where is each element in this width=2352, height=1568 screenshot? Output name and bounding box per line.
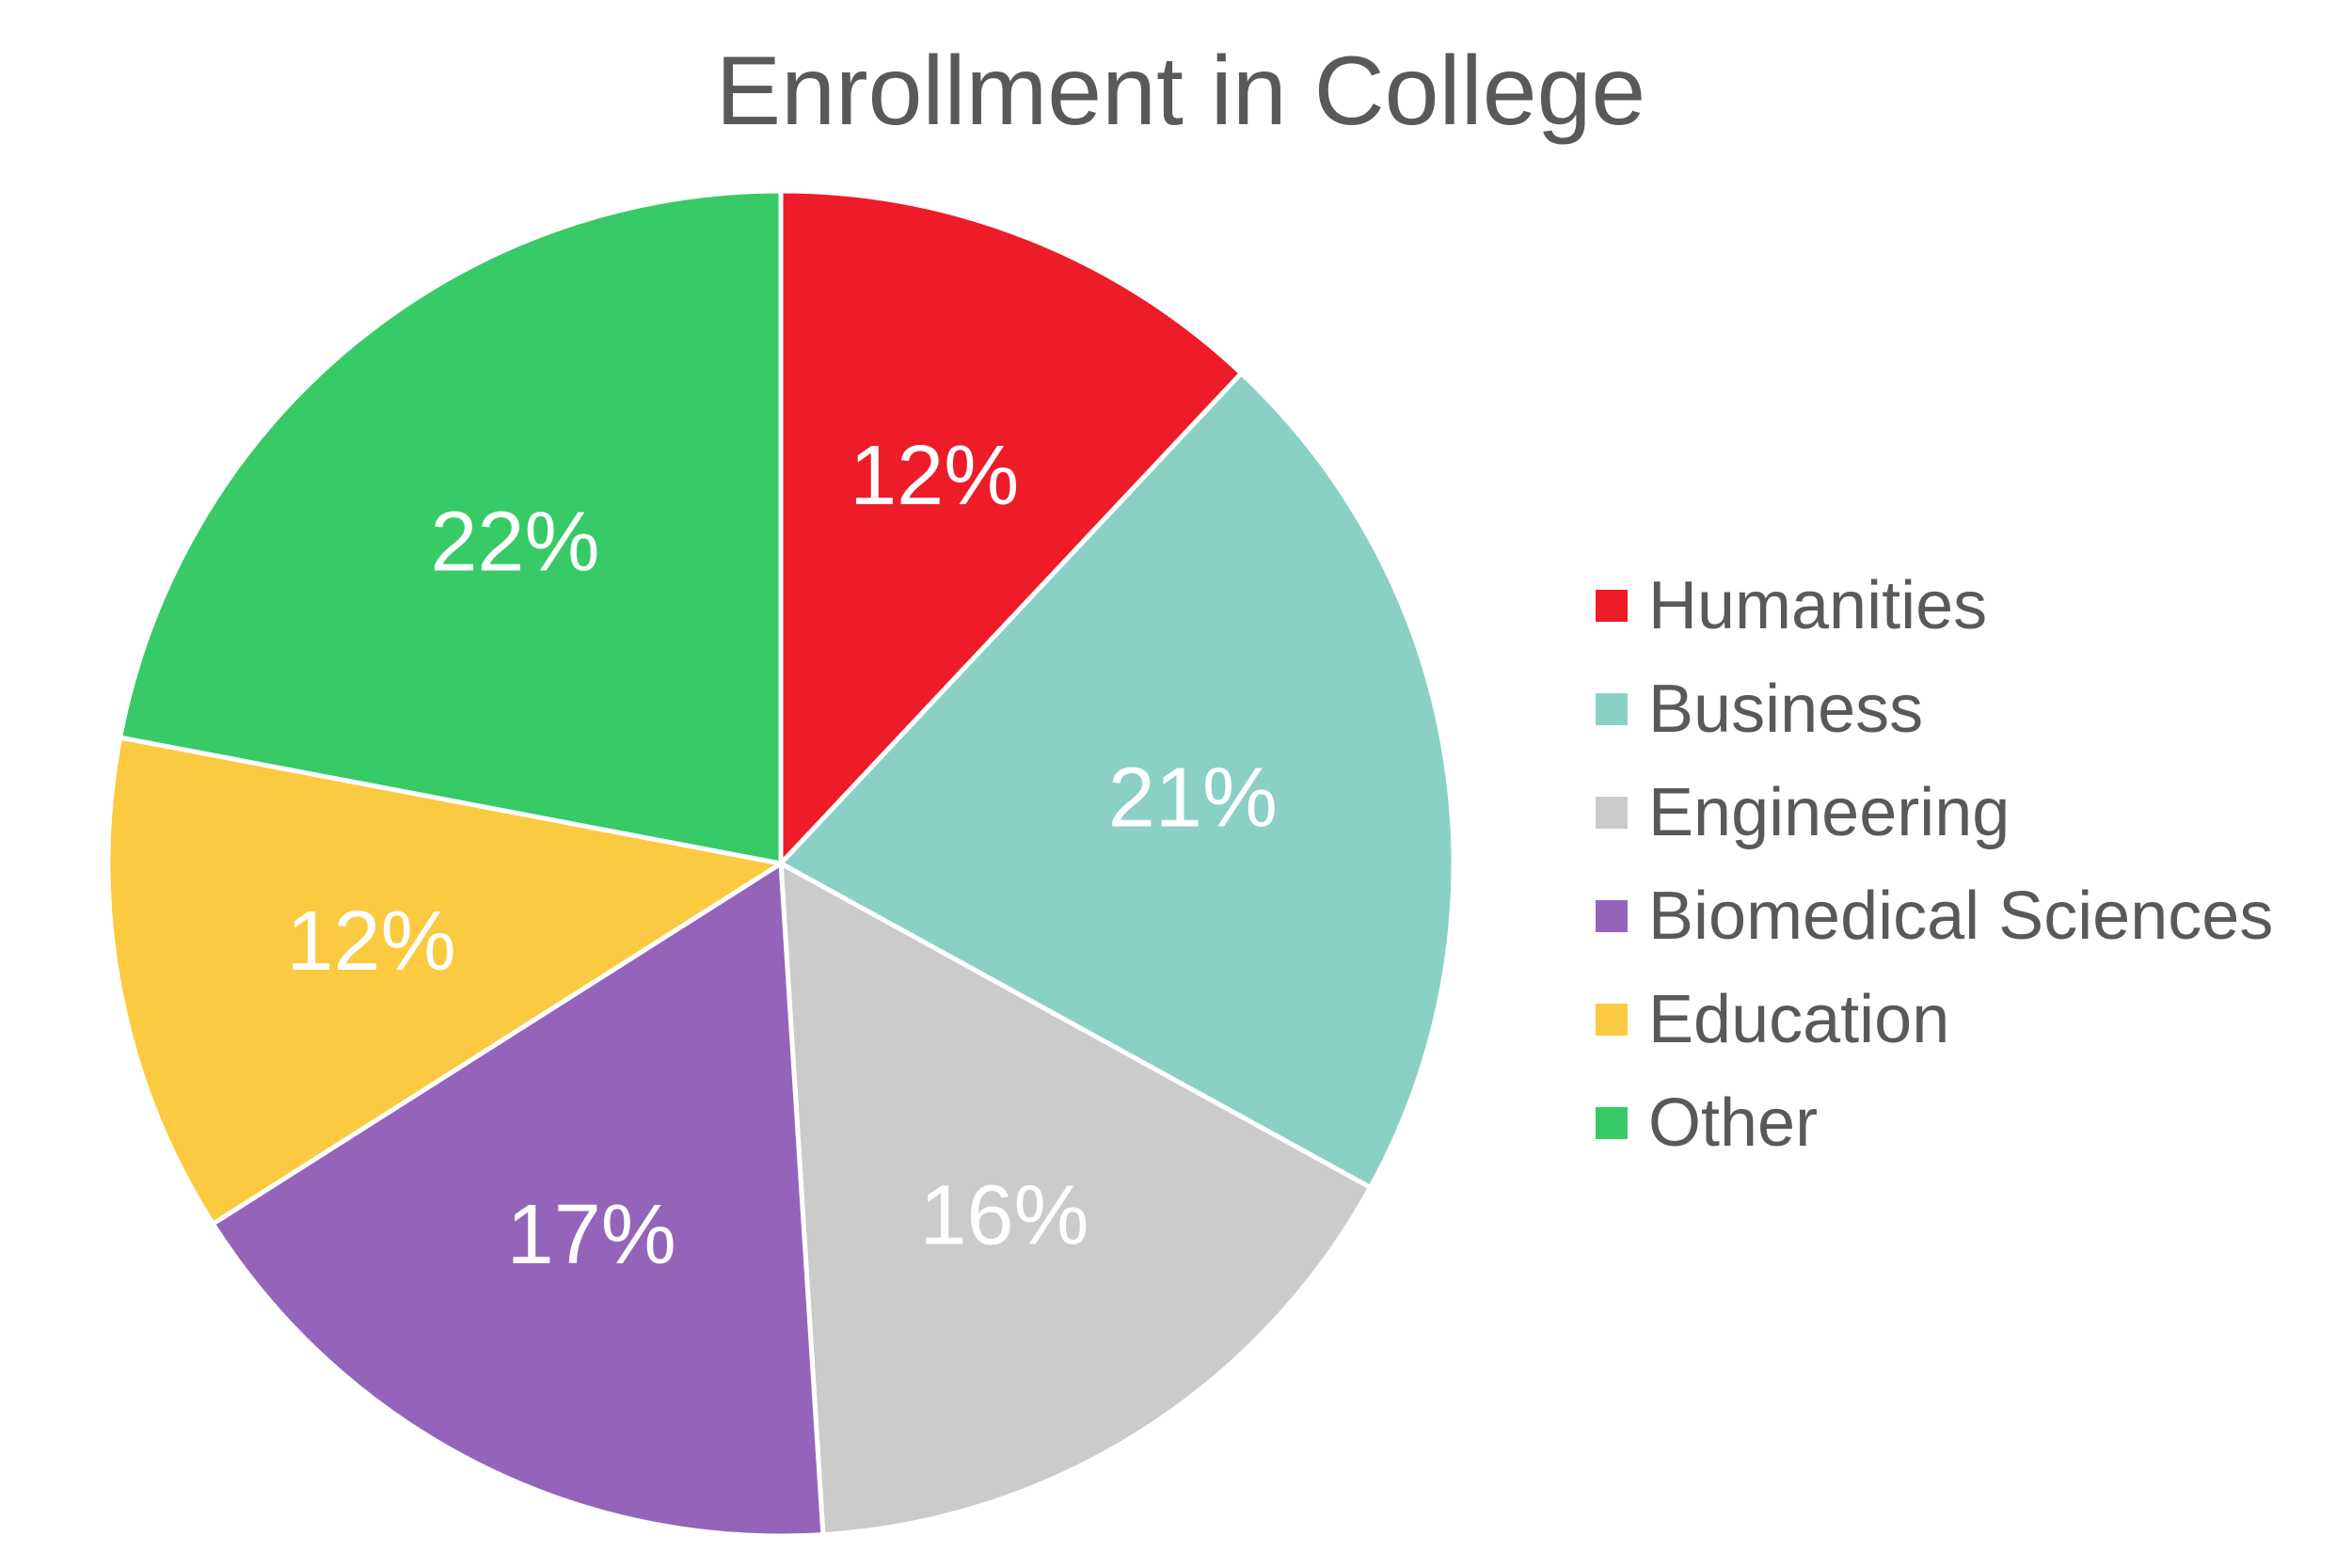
legend-item-engineering: Engineering — [1594, 775, 2010, 850]
pie-slice-humanities — [778, 188, 1244, 866]
value-label-humanities: 12% — [850, 429, 1019, 523]
legend-item-education: Education — [1594, 982, 1949, 1057]
value-label-business: 21% — [1108, 752, 1278, 846]
legend-label-other: Other — [1648, 1085, 1818, 1161]
legend: Humanities Business Engineering Biomedical … — [1594, 568, 2273, 1161]
chart-title: Enrollment in College — [716, 37, 1646, 146]
value-label-other: 22% — [430, 495, 599, 589]
pie-slices — [105, 188, 1456, 1539]
pie-slice-biomedical-sciences — [210, 861, 826, 1539]
legend-label-engineering: Engineering — [1648, 775, 2010, 850]
legend-swatch-other — [1594, 1105, 1629, 1141]
legend-item-business: Business — [1594, 672, 1923, 747]
legend-label-biomedical-sciences: Biomedical Sciences — [1648, 879, 2273, 954]
legend-swatch-engineering — [1594, 795, 1629, 831]
legend-item-humanities: Humanities — [1594, 568, 1987, 643]
pie-slice-education — [105, 735, 784, 1227]
value-label-education: 12% — [286, 895, 455, 989]
legend-label-education: Education — [1648, 982, 1949, 1057]
legend-label-business: Business — [1648, 672, 1923, 747]
legend-swatch-biomedical-sciences — [1594, 898, 1629, 934]
legend-swatch-education — [1594, 1002, 1629, 1037]
pie-value-labels: 12% 21% 16% 17% 12% 22% — [286, 429, 1277, 1282]
legend-swatch-business — [1594, 691, 1629, 727]
legend-swatch-humanities — [1594, 588, 1629, 624]
pie-slice-other — [118, 188, 784, 866]
pie-slice-engineering — [778, 861, 1374, 1538]
legend-item-other: Other — [1594, 1085, 1818, 1161]
legend-label-humanities: Humanities — [1648, 568, 1987, 643]
pie-slice-business — [778, 371, 1456, 1190]
value-label-biomedical-sciences: 17% — [507, 1188, 676, 1282]
value-label-engineering: 16% — [919, 1168, 1089, 1262]
legend-item-biomedical-sciences: Biomedical Sciences — [1594, 879, 2273, 954]
